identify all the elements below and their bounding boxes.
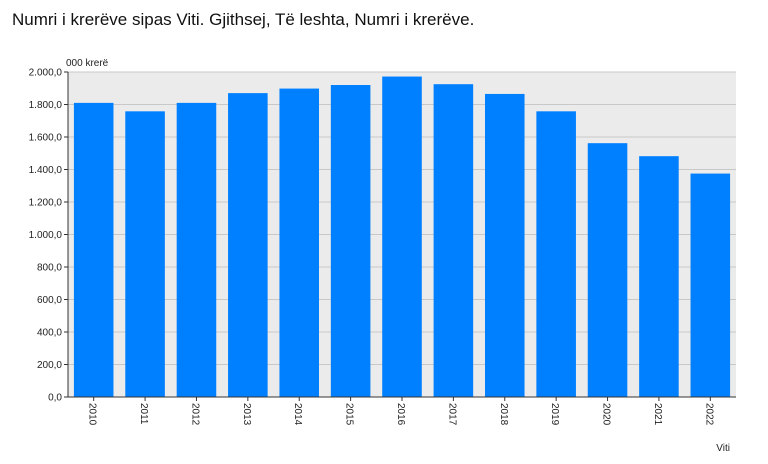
bar — [330, 85, 371, 397]
x-tick-label: 2015 — [344, 403, 355, 426]
x-tick-label: 2022 — [703, 403, 714, 426]
bar — [639, 156, 679, 397]
x-tick-label: 2010 — [87, 403, 98, 426]
bar — [536, 111, 576, 397]
bar — [433, 84, 474, 397]
y-tick-label: 2.000,0 — [29, 68, 63, 79]
x-tick-label: 2020 — [601, 403, 612, 426]
x-tick-label: 2017 — [446, 403, 457, 426]
x-tick-label: 2013 — [241, 403, 252, 426]
x-tick-label: 2014 — [292, 403, 303, 426]
bar — [125, 111, 165, 397]
x-tick-label: 2019 — [549, 403, 560, 426]
chart-title: Numri i krerëve sipas Viti. Gjithsej, Të… — [12, 10, 475, 29]
bar — [228, 93, 268, 397]
y-tick-label: 0,0 — [48, 393, 62, 404]
y-tick-label: 800,0 — [37, 263, 62, 274]
x-tick-label: 2018 — [498, 403, 509, 426]
y-tick-label: 1.600,0 — [29, 133, 63, 144]
y-tick-label: 1.200,0 — [29, 198, 63, 209]
bar — [587, 143, 628, 397]
y-tick-label: 1.800,0 — [29, 100, 63, 111]
x-tick-label: 2016 — [395, 403, 406, 426]
bar — [484, 93, 525, 397]
x-axis-label: Viti — [716, 443, 730, 454]
y-tick-label: 400,0 — [37, 328, 62, 339]
bar — [690, 173, 731, 397]
x-tick-label: 2011 — [138, 403, 149, 425]
y-tick-label: 1.000,0 — [29, 230, 63, 241]
bar — [382, 76, 422, 398]
y-tick-label: 600,0 — [37, 295, 62, 306]
y-tick-label: 200,0 — [37, 360, 62, 371]
y-tick-label: 1.400,0 — [29, 165, 63, 176]
y-axis-label: 000 krerë — [66, 58, 109, 69]
x-tick-label: 2021 — [652, 403, 663, 426]
bar — [73, 102, 114, 397]
bar — [176, 102, 217, 397]
x-tick-label: 2012 — [189, 403, 200, 426]
bar — [279, 88, 320, 397]
